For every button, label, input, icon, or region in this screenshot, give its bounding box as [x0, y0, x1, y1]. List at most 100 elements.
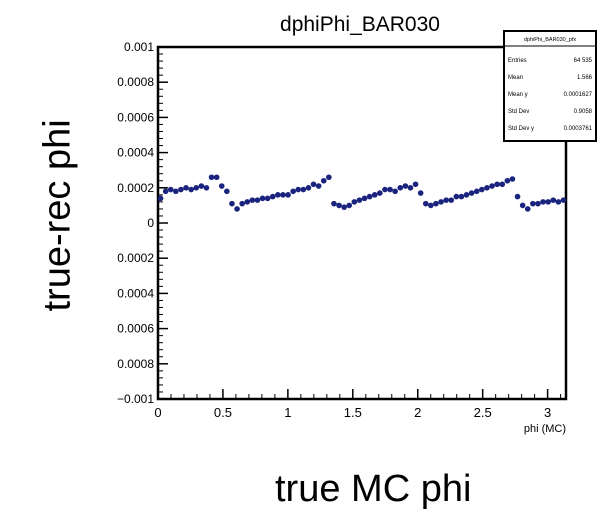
data-point [366, 193, 373, 200]
data-point [504, 177, 511, 184]
data-point [208, 174, 215, 181]
data-point [162, 188, 169, 195]
data-point [377, 190, 383, 196]
data-point [397, 185, 404, 191]
data-point [428, 202, 434, 209]
data-point [224, 188, 230, 195]
data-point [167, 186, 174, 193]
stats-box: dphiPhi_BAR030_pfx Entries 64 535 Mean 1.56… [503, 30, 597, 142]
data-point [540, 199, 546, 205]
data-point [285, 192, 291, 198]
data-point [234, 206, 240, 212]
stats-row-value: 0.9058 [574, 109, 593, 115]
y-tick-label: 0.001 [124, 40, 154, 54]
data-point [218, 183, 225, 189]
chart-title: dphiPhi_BAR030 [280, 13, 440, 36]
y-tick-label: 0.0004 [117, 146, 154, 160]
stats-row-value: 64 535 [574, 58, 593, 64]
data-points [157, 174, 567, 212]
data-point [514, 193, 521, 200]
y-tick-label: 0.0002 [117, 181, 154, 195]
x-tick-label: 1 [284, 405, 291, 420]
data-point [550, 197, 557, 203]
data-point [269, 193, 276, 200]
y-tick-label: 0.0002 [117, 251, 154, 265]
x-axis-label: phi (MC) [524, 423, 566, 435]
data-point [382, 186, 388, 193]
stats-row-label: Std Dev y [508, 126, 534, 132]
x-tick-label: 2.5 [474, 405, 492, 420]
data-point [519, 202, 526, 209]
data-point [295, 186, 302, 193]
data-point [331, 200, 337, 207]
data-point [290, 188, 296, 195]
data-point [320, 177, 327, 184]
data-point [310, 181, 317, 188]
data-point [468, 190, 475, 196]
data-point [173, 188, 179, 195]
data-point [203, 185, 210, 191]
data-point [560, 197, 567, 203]
data-point [545, 199, 551, 205]
data-point [453, 193, 460, 200]
data-point [555, 199, 562, 205]
data-point [280, 192, 286, 198]
data-point [264, 195, 271, 202]
data-point [239, 200, 245, 207]
data-point [499, 181, 506, 188]
stats-row-label: Std Dev [508, 109, 529, 115]
data-point [188, 186, 194, 193]
x-tick-label: 2 [414, 405, 421, 420]
data-point [402, 183, 409, 189]
data-point [443, 197, 449, 203]
data-point [249, 197, 256, 203]
plot-frame [156, 45, 568, 401]
data-point [489, 183, 495, 189]
x-tick-label: 0 [154, 405, 161, 420]
data-point [254, 197, 261, 203]
stats-box-title: dphiPhi_BAR030_pfx [524, 37, 577, 43]
stats-row-label: Mean y [508, 92, 528, 98]
stats-row-label: Mean [508, 75, 523, 81]
data-point [473, 188, 480, 195]
data-point [341, 204, 347, 210]
data-point [178, 186, 184, 193]
y-tick-label: 0.0006 [117, 110, 154, 124]
outer-x-axis-label: true MC phi [275, 468, 472, 510]
data-point [275, 192, 281, 198]
data-point [387, 186, 393, 193]
y-tick-label: 0 [147, 216, 154, 230]
x-tick-labels: 0 0.5 1 1.5 2 2.5 3 [154, 405, 551, 420]
stats-row-label: Entries [508, 58, 527, 64]
data-point [422, 200, 429, 207]
y-tick-labels: −0.001 0.0008 0.0006 0.0004 0.0002 0 0.0002 0.0… [117, 40, 154, 406]
y-tick-label: 0.0004 [117, 286, 154, 300]
data-point [407, 185, 414, 191]
data-point [463, 192, 470, 198]
data-point [315, 183, 322, 189]
data-point [458, 193, 465, 200]
data-point [305, 185, 312, 191]
data-point [198, 183, 205, 189]
data-point [351, 199, 358, 205]
stats-row-value: 0.0001627 [564, 92, 593, 98]
data-point [494, 181, 500, 188]
stats-row-value: 0.0003761 [564, 126, 593, 132]
data-point [336, 202, 342, 209]
data-point [433, 200, 439, 207]
data-point [157, 195, 164, 202]
data-point [484, 185, 490, 191]
x-tick-label: 1.5 [344, 405, 362, 420]
data-point [259, 195, 266, 202]
data-point [417, 190, 424, 196]
data-point [183, 185, 189, 191]
y-tick-label: 0.0008 [117, 75, 154, 89]
data-point [509, 176, 516, 182]
data-point [300, 186, 307, 193]
data-point [438, 199, 444, 205]
data-point [524, 206, 531, 212]
stats-row-value: 1.566 [577, 75, 593, 81]
x-tick-label: 3 [544, 405, 551, 420]
data-point [412, 181, 419, 188]
